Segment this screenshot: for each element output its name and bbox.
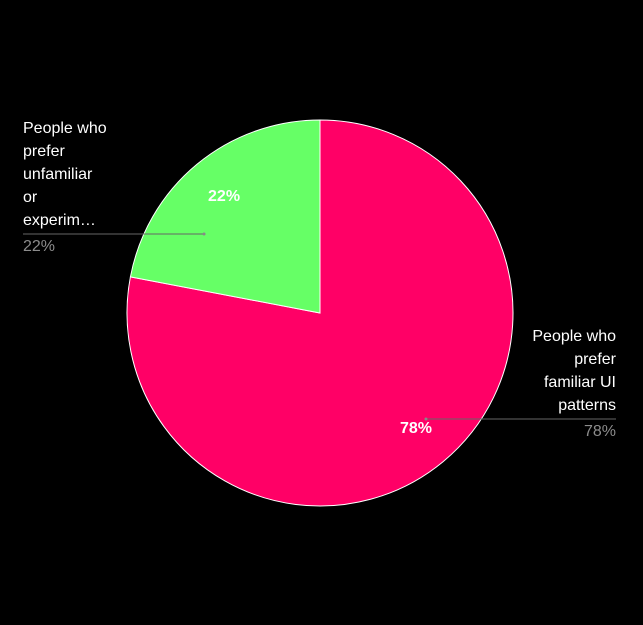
slice-label: 22% bbox=[208, 188, 240, 205]
leader-dot bbox=[424, 417, 428, 421]
legend-label: People who prefer familiar UI patterns bbox=[532, 328, 616, 414]
legend-value: 22% bbox=[23, 238, 56, 255]
legend-label: People who prefer unfamiliar or experim… bbox=[23, 120, 107, 230]
slice-label: 78% bbox=[400, 420, 432, 437]
leader-dot bbox=[202, 232, 206, 236]
pie-slice bbox=[129, 119, 321, 314]
pie-slice bbox=[126, 119, 514, 507]
legend-value: 78% bbox=[583, 422, 616, 440]
